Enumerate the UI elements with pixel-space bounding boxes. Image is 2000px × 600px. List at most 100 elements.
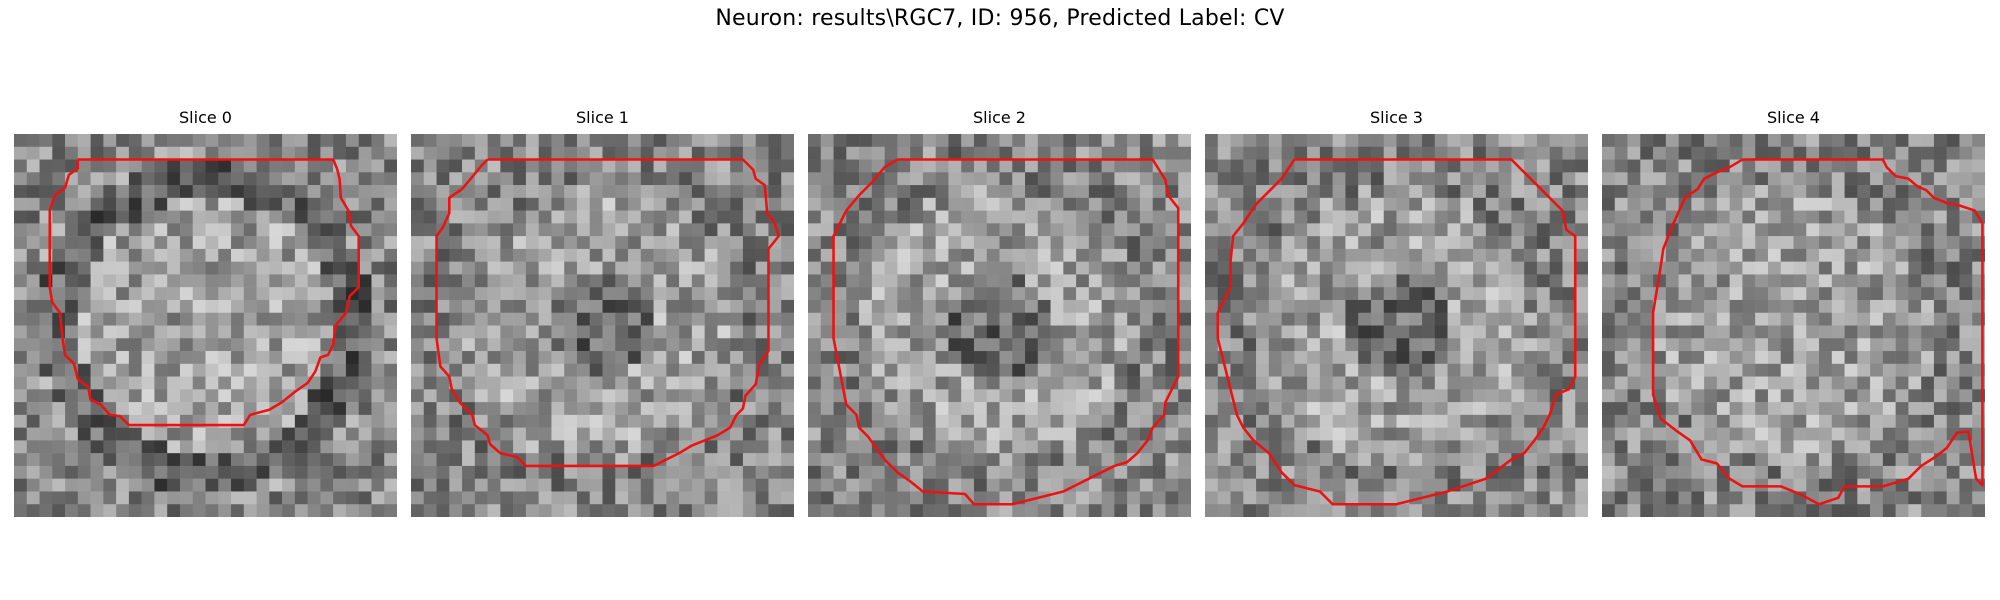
image-pixel [1217, 134, 1231, 148]
image-pixel [320, 248, 334, 262]
image-pixel [999, 159, 1013, 173]
image-pixel [666, 504, 680, 517]
image-pixel [1755, 453, 1769, 467]
image-pixel [1434, 440, 1448, 454]
image-pixel [1549, 427, 1563, 441]
image-pixel [1946, 427, 1960, 441]
image-pixel [730, 287, 744, 301]
image-pixel [986, 197, 1000, 211]
image-pixel [922, 376, 936, 390]
image-pixel [1844, 223, 1858, 237]
image-pixel [449, 478, 463, 492]
image-pixel [1536, 402, 1550, 416]
image-pixel [1511, 197, 1525, 211]
image-pixel [948, 236, 962, 250]
image-pixel [1422, 351, 1436, 365]
image-pixel [1678, 325, 1692, 339]
image-pixel [269, 478, 283, 492]
image-pixel [1243, 261, 1257, 275]
image-pixel [1767, 236, 1781, 250]
image-pixel [1319, 351, 1333, 365]
image-pixel [1614, 351, 1628, 365]
image-pixel [1127, 376, 1141, 390]
image-pixel [1844, 465, 1858, 479]
image-pixel [333, 351, 347, 365]
image-pixel [411, 210, 425, 224]
image-pixel [1370, 491, 1384, 505]
image-pixel [973, 440, 987, 454]
image-pixel [26, 453, 40, 467]
image-pixel [704, 172, 718, 186]
image-pixel [871, 248, 885, 262]
image-pixel [103, 274, 117, 288]
image-pixel [1857, 427, 1871, 441]
image-pixel [1178, 465, 1191, 479]
image-pixel [52, 287, 66, 301]
image-pixel [1959, 287, 1973, 301]
image-pixel [820, 325, 834, 339]
image-pixel [1485, 312, 1499, 326]
image-pixel [961, 248, 975, 262]
image-pixel [192, 376, 206, 390]
image-pixel [1767, 338, 1781, 352]
image-pixel [487, 223, 501, 237]
image-pixel [1755, 274, 1769, 288]
image-pixel [910, 185, 924, 199]
image-pixel [116, 504, 130, 517]
image-pixel [1614, 287, 1628, 301]
image-pixel [90, 491, 104, 505]
image-pixel [897, 338, 911, 352]
image-pixel [808, 376, 822, 390]
image-pixel [1165, 134, 1179, 148]
image-pixel [1844, 299, 1858, 313]
image-pixel [871, 465, 885, 479]
image-pixel [691, 427, 705, 441]
image-pixel [576, 172, 590, 186]
image-pixel [576, 248, 590, 262]
image-pixel [1422, 185, 1436, 199]
image-pixel [1895, 440, 1909, 454]
image-pixel [897, 197, 911, 211]
image-pixel [474, 414, 488, 428]
image-pixel [371, 248, 385, 262]
image-pixel [371, 478, 385, 492]
image-pixel [576, 223, 590, 237]
image-pixel [358, 312, 372, 326]
image-pixel [192, 389, 206, 403]
image-pixel [1178, 414, 1191, 428]
image-pixel [487, 478, 501, 492]
image-pixel [358, 172, 372, 186]
image-pixel [1139, 312, 1153, 326]
image-pixel [833, 159, 847, 173]
image-pixel [1882, 363, 1896, 377]
image-pixel [833, 236, 847, 250]
image-pixel [1088, 210, 1102, 224]
image-pixel [256, 299, 270, 313]
image-pixel [602, 338, 616, 352]
image-pixel [1882, 287, 1896, 301]
image-pixel [269, 172, 283, 186]
image-pixel [986, 134, 1000, 148]
image-pixel [1575, 453, 1588, 467]
image-pixel [1793, 414, 1807, 428]
image-pixel [538, 210, 552, 224]
image-pixel [653, 440, 667, 454]
image-pixel [1831, 376, 1845, 390]
image-pixel [1127, 134, 1141, 148]
image-pixel [307, 185, 321, 199]
image-pixel [910, 351, 924, 365]
image-pixel [1076, 299, 1090, 313]
image-pixel [179, 453, 193, 467]
image-pixel [1383, 274, 1397, 288]
image-pixel [1857, 172, 1871, 186]
image-pixel [730, 312, 744, 326]
image-pixel [717, 172, 731, 186]
image-pixel [820, 287, 834, 301]
image-pixel [653, 338, 667, 352]
image-pixel [1294, 223, 1308, 237]
image-pixel [1562, 465, 1576, 479]
image-pixel [449, 363, 463, 377]
image-pixel [525, 287, 539, 301]
image-pixel [1908, 504, 1922, 517]
image-pixel [768, 325, 782, 339]
